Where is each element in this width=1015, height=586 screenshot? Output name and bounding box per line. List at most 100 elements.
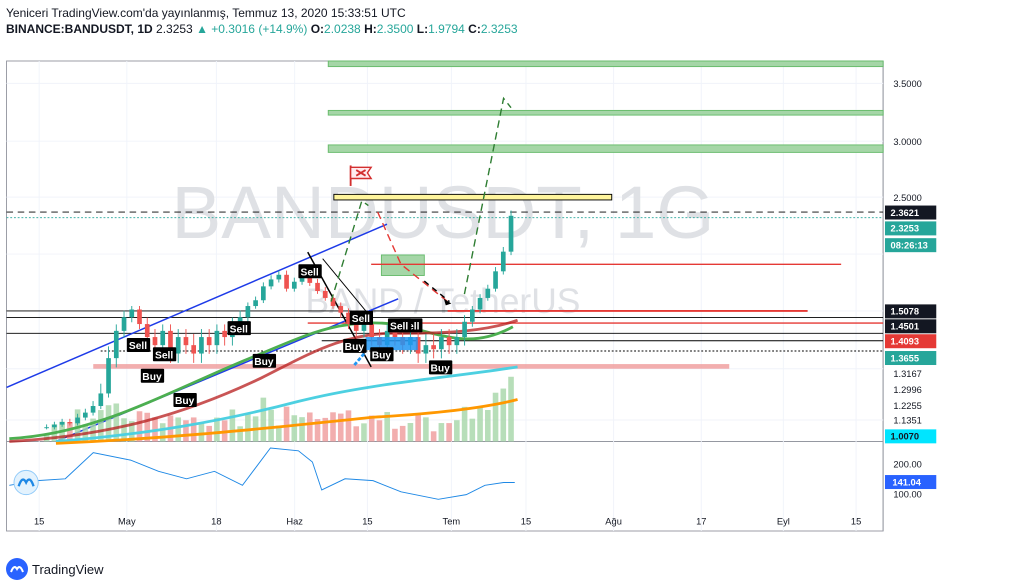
projection-green-2 xyxy=(463,96,512,295)
ind-tick-0: 200.00 xyxy=(893,460,921,470)
price-label-7: 1.0070 xyxy=(891,432,919,442)
candle-body xyxy=(206,337,212,346)
volume-bar xyxy=(407,423,414,442)
volume-bar xyxy=(361,423,367,442)
y-tick-6: 1.1351 xyxy=(893,416,921,426)
candle-body xyxy=(245,306,251,318)
volume-bar xyxy=(183,420,189,442)
price-label-bg xyxy=(884,238,937,253)
candle-body xyxy=(485,288,491,298)
volume-bar xyxy=(438,423,445,442)
volume-bar xyxy=(384,412,390,442)
candle-body xyxy=(222,330,227,338)
channel-upper xyxy=(6,223,388,389)
volume-bar xyxy=(415,414,421,442)
candle-body xyxy=(175,337,181,354)
ma-cyan xyxy=(55,365,518,443)
candle-body xyxy=(346,312,351,325)
volume-bar xyxy=(399,425,406,442)
volume-bar xyxy=(299,417,305,442)
price-change: ▲ +0.3016 (+14.9%) xyxy=(196,22,308,36)
trade-label-bg xyxy=(252,353,277,368)
candle-body xyxy=(462,321,467,338)
y-tick-1: 3.0000 xyxy=(893,137,921,147)
candle-body xyxy=(315,282,320,291)
y-tick-5: 1.2255 xyxy=(893,401,921,411)
moving-averages xyxy=(9,318,519,445)
trade-label-buy: Buy xyxy=(430,364,450,375)
volume-bar xyxy=(90,418,96,442)
resistance-zone-3 xyxy=(327,144,884,153)
high-label: H: xyxy=(364,22,377,36)
price-label-bg xyxy=(884,334,937,349)
volume-bar xyxy=(276,425,282,442)
trade-label-sell: Sell xyxy=(390,322,408,333)
candle-body xyxy=(361,324,367,331)
trade-label-bg xyxy=(126,337,151,352)
trade-label-sell: Sell xyxy=(129,341,147,352)
candle-body xyxy=(423,345,429,354)
arrow-head-icon xyxy=(443,298,452,306)
price-label-bg xyxy=(884,205,937,220)
x-tick-10: 15 xyxy=(851,516,861,526)
volume-bar xyxy=(113,403,120,442)
trade-label-buy: Buy xyxy=(345,342,365,353)
volume-bar xyxy=(121,418,127,442)
candle-body xyxy=(330,297,336,307)
price-label-0: 2.3621 xyxy=(891,208,919,218)
volume-bar xyxy=(368,415,375,442)
volume-bar xyxy=(268,409,274,442)
low-label: L: xyxy=(416,22,429,36)
volume-bar xyxy=(128,421,135,442)
close-value: 2.3253 xyxy=(480,22,518,36)
price-label-4: 1.4501 xyxy=(891,322,919,332)
publish-info: Yeniceri TradingView.com'da yayınlanmış,… xyxy=(6,6,406,20)
trade-label-bg xyxy=(298,264,322,279)
candle-body xyxy=(322,290,328,298)
price-label-2: 08:26:13 xyxy=(891,240,928,250)
trade-label-bg xyxy=(140,368,165,383)
trade-label-sell: Sell xyxy=(300,267,318,278)
footer[interactable]: TradingView xyxy=(6,558,104,580)
candle-body xyxy=(160,330,166,346)
trade-label-bg xyxy=(227,321,251,336)
candle-body xyxy=(477,297,483,310)
indicator-line xyxy=(9,447,515,500)
volume-bar xyxy=(322,417,329,442)
indicator-value: 141.04 xyxy=(892,477,921,487)
candle-body xyxy=(52,424,57,428)
volume-bar xyxy=(67,422,73,442)
open-label: O: xyxy=(310,22,325,36)
open-value: 2.0238 xyxy=(324,22,361,36)
price-label-3: 1.5078 xyxy=(891,307,919,317)
price-label-bg xyxy=(884,429,937,444)
candle-body xyxy=(493,271,498,289)
candle-body xyxy=(144,324,150,338)
symbol-label: BINANCE:BANDUSDT, 1D xyxy=(6,22,153,36)
candle-body xyxy=(261,286,266,301)
x-tick-1: May xyxy=(118,516,136,526)
indicator-value-bg xyxy=(884,475,937,490)
candle-body xyxy=(152,337,158,346)
candle-body xyxy=(113,330,119,359)
target-zone xyxy=(333,193,613,201)
ind-tick-1: 100.00 xyxy=(893,489,921,499)
trade-label-bg xyxy=(387,318,412,333)
candle-body xyxy=(199,337,204,354)
trade-label-bg xyxy=(152,347,177,362)
resistance-zone-2 xyxy=(327,109,884,116)
candle-body xyxy=(137,309,142,325)
candle-body xyxy=(431,345,436,350)
candle-body xyxy=(500,251,506,272)
candle-body xyxy=(183,337,189,346)
x-tick-4: 15 xyxy=(362,516,372,526)
trade-label-bg xyxy=(370,347,394,362)
support-zone xyxy=(380,254,425,276)
chart-canvas[interactable]: BANDUSDT, 1G BAND / TetherUS SellSellBuy… xyxy=(0,44,940,548)
volume-bar xyxy=(423,417,429,442)
brand-label: TradingView xyxy=(32,561,104,577)
volume-bar xyxy=(330,412,336,442)
volume-bar xyxy=(229,409,236,442)
volume-bar xyxy=(469,418,476,442)
trade-labels: SellSellBuyBuySellBuySellSellBuySellBuyS… xyxy=(126,264,453,407)
